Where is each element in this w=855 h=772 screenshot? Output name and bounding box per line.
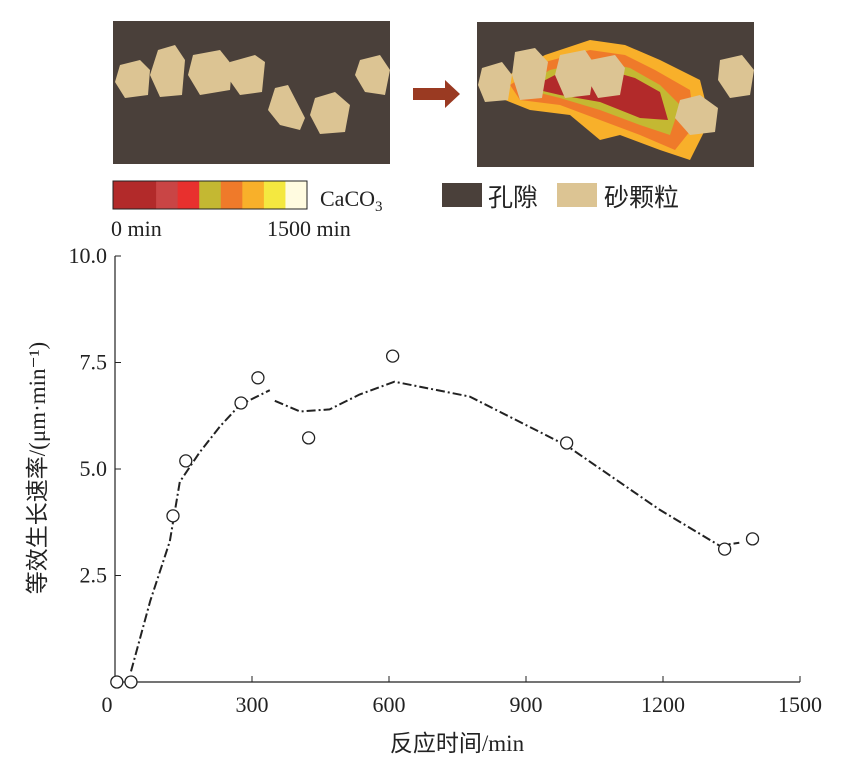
data-point <box>110 675 124 689</box>
fit-curve <box>274 380 740 547</box>
data-point <box>745 532 760 546</box>
x-axis-label: 反应时间/min <box>390 731 525 756</box>
colorbar-cell <box>134 181 157 209</box>
colorbar-cell <box>242 181 265 209</box>
y-tick-label: 7.5 <box>80 350 108 375</box>
y-axis-label: 等效生长速率/(μm·min⁻¹) <box>25 342 50 594</box>
y-tick-label: 10.0 <box>69 243 108 268</box>
legend-label-pore: 孔隙 <box>488 184 538 212</box>
data-point <box>166 509 180 523</box>
colorbar-cell <box>199 181 222 209</box>
data-point <box>234 396 248 410</box>
colorbar-cell <box>156 181 179 209</box>
colorbar-cell <box>285 181 308 209</box>
data-point <box>386 349 400 363</box>
y-tick-label: 2.5 <box>80 563 108 588</box>
data-point <box>251 371 265 385</box>
initial-pore-image <box>113 21 390 164</box>
legend-label-sand: 砂颗粒 <box>604 184 679 212</box>
x-tick-label: 0 <box>102 692 113 717</box>
colorbar-max: 1500 min <box>267 216 351 241</box>
x-tick-label: 600 <box>373 692 406 717</box>
legend-swatch-sand <box>557 183 597 207</box>
colorbar-min: 0 min <box>111 216 162 241</box>
fit-curve <box>130 389 271 672</box>
colorbar-label: CaCO3 <box>320 186 383 215</box>
data-point <box>301 431 316 445</box>
data-point <box>179 454 193 468</box>
colorbar-cell <box>113 181 136 209</box>
legend-swatch-pore <box>442 183 482 207</box>
x-tick-label: 900 <box>510 692 543 717</box>
colorbar-cell <box>177 181 200 209</box>
reacted-pore-image <box>477 22 754 167</box>
x-tick-label: 1200 <box>641 692 685 717</box>
colorbar-cell <box>263 181 286 209</box>
data-point <box>124 675 138 689</box>
colorbar-cell <box>220 181 243 209</box>
data-point <box>559 436 574 450</box>
x-tick-label: 300 <box>236 692 269 717</box>
data-point <box>718 542 732 556</box>
y-tick-label: 5.0 <box>80 456 108 481</box>
colorbar <box>113 181 308 209</box>
x-tick-label: 1500 <box>778 692 822 717</box>
arrow-icon <box>413 80 460 108</box>
